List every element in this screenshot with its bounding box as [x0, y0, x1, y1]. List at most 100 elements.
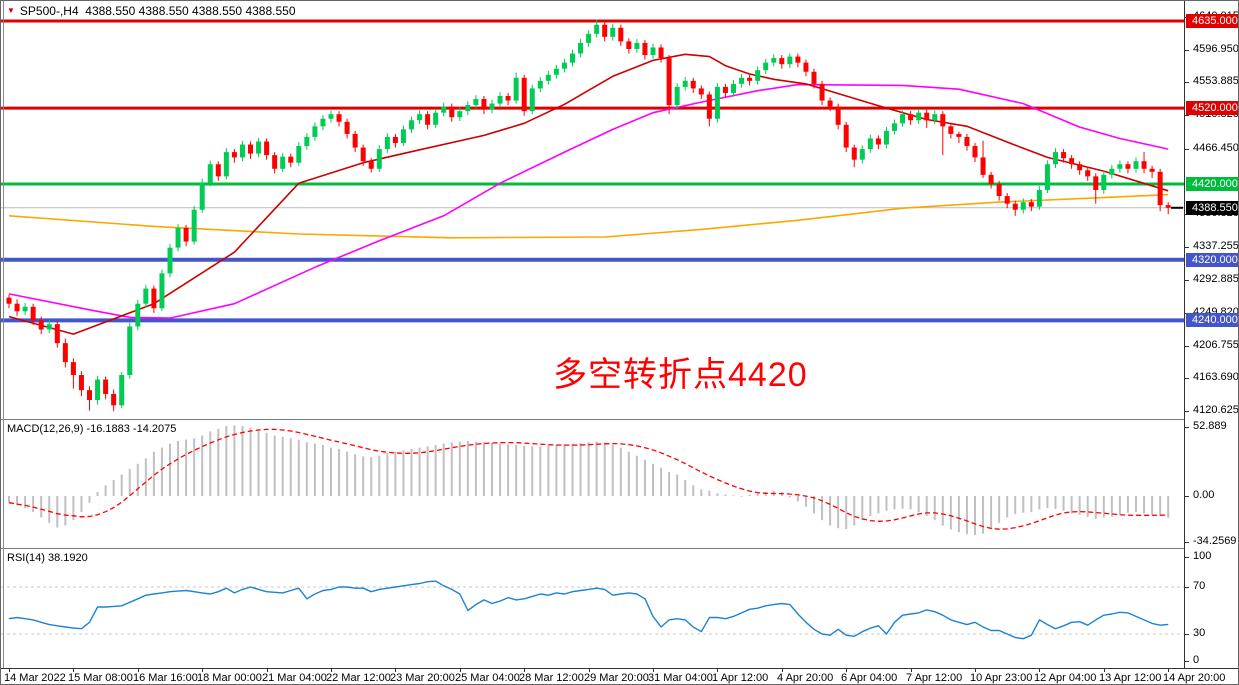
candle-body	[360, 147, 366, 162]
candle-body	[352, 133, 358, 148]
candle-body	[795, 56, 801, 63]
price-axis[interactable]: 4640.0154596.9504553.8854510.8204466.450…	[1185, 1, 1239, 668]
candle-body	[1117, 164, 1123, 169]
rsi-canvas[interactable]	[1, 549, 1184, 668]
candle-body	[1093, 176, 1099, 191]
candle-body	[87, 390, 92, 401]
candle-body	[916, 112, 922, 121]
macd-canvas[interactable]	[1, 420, 1184, 548]
candle-body	[62, 343, 68, 363]
candle-body	[215, 164, 221, 177]
candle-body	[722, 86, 728, 93]
time-label: 18 Mar 00:00	[197, 672, 262, 684]
candle-body	[449, 106, 455, 118]
time-tick	[846, 669, 847, 672]
candle-body	[497, 95, 503, 104]
time-label: 10 Apr 23:00	[970, 672, 1033, 684]
candle-body	[610, 27, 616, 37]
candle-body	[433, 112, 439, 125]
candle-body	[38, 320, 44, 330]
candle-body	[78, 374, 84, 391]
candle-body	[280, 156, 286, 169]
ma_magenta-line	[8, 83, 1169, 319]
candle-body	[272, 155, 278, 169]
candle-body	[924, 112, 930, 121]
candle-body	[384, 136, 390, 150]
candle-body	[537, 80, 543, 89]
candle-body	[739, 77, 745, 84]
candle-body	[103, 379, 109, 394]
price-tick-mark	[1185, 50, 1189, 51]
candle-body	[626, 41, 632, 49]
macd-tick: -34.2569	[1193, 535, 1237, 547]
time-label: 12 Apr 04:00	[1034, 672, 1097, 684]
price-axis-border	[1184, 1, 1185, 668]
price-tick: 4466.450	[1193, 142, 1239, 154]
candle-body	[771, 58, 777, 63]
candle-body	[1061, 152, 1067, 159]
candle-body	[819, 83, 825, 101]
time-tick	[911, 669, 912, 672]
candle-body	[1036, 190, 1042, 207]
panel-separator[interactable]	[1, 419, 1238, 420]
macd-tick-mark	[1185, 427, 1189, 428]
candle-body	[545, 74, 551, 81]
candle-body	[529, 88, 535, 112]
rsi-label: RSI(14) 38.1920	[7, 552, 88, 564]
time-label: 31 Mar 04:00	[648, 672, 713, 684]
time-tick	[717, 669, 718, 672]
price-badge-4635.000: 4635.000	[1186, 14, 1238, 28]
candle-body	[264, 141, 270, 156]
price-tick: 4120.625	[1193, 404, 1239, 416]
candle-body	[1077, 164, 1083, 171]
time-tick	[460, 669, 461, 672]
candle-body	[731, 83, 736, 93]
rsi-line	[8, 580, 1169, 640]
candle-body	[175, 227, 181, 248]
time-tick	[1039, 669, 1040, 672]
time-tick	[331, 669, 332, 672]
dropdown-triangle-icon[interactable]: ▼	[7, 6, 15, 15]
candle-body	[618, 27, 624, 42]
time-label: 29 Mar 20:00	[584, 672, 649, 684]
price-tick: 4163.690	[1193, 371, 1239, 383]
candle-body	[875, 138, 881, 145]
time-tick	[524, 669, 525, 672]
candle-body	[1053, 152, 1058, 165]
rsi-tick-mark	[1185, 557, 1189, 558]
time-tick	[782, 669, 783, 672]
candle-body	[996, 183, 1002, 197]
time-label: 15 Mar 08:00	[68, 672, 133, 684]
time-label: 28 Mar 12:00	[519, 672, 584, 684]
candle-body	[1044, 164, 1050, 191]
time-axis[interactable]: 14 Mar 2022 15 Mar 08:00 16 Mar 16:00 18 Ma…	[1, 668, 1238, 684]
time-tick	[9, 669, 10, 672]
candle-body	[980, 157, 986, 175]
time-tick	[73, 669, 74, 672]
macd-tick-mark	[1185, 496, 1189, 497]
macd-panel[interactable]: MACD(12,26,9) -16.1883 -14.2075	[1, 420, 1184, 548]
price-tick-mark	[1185, 149, 1189, 150]
candle-body	[883, 130, 889, 145]
price-chart-canvas[interactable]	[1, 1, 1184, 419]
candle-body	[1028, 202, 1034, 207]
candle-body	[513, 77, 519, 101]
candle-body	[666, 58, 672, 106]
main-chart-panel[interactable]: ▼ SP500-,H4 4388.550 4388.550 4388.550 4…	[1, 1, 1184, 419]
candle-body	[964, 136, 970, 147]
candle-body	[1133, 161, 1139, 169]
price-badge-4420.000: 4420.000	[1186, 177, 1238, 191]
candle-body	[46, 324, 52, 330]
rsi-tick-mark	[1185, 634, 1189, 635]
price-tick-mark	[1185, 247, 1189, 248]
panel-separator[interactable]	[1, 548, 1238, 549]
window-left-edge	[3, 1, 4, 668]
candle-body	[1101, 174, 1107, 191]
rsi-panel[interactable]: RSI(14) 38.1920	[1, 549, 1184, 668]
rsi-tick-mark	[1185, 661, 1189, 662]
price-tick-mark	[1185, 280, 1189, 281]
rsi-tick: 30	[1193, 627, 1206, 639]
candle-body	[553, 68, 559, 75]
candle-body	[602, 24, 608, 37]
price-tick-mark	[1185, 115, 1189, 116]
